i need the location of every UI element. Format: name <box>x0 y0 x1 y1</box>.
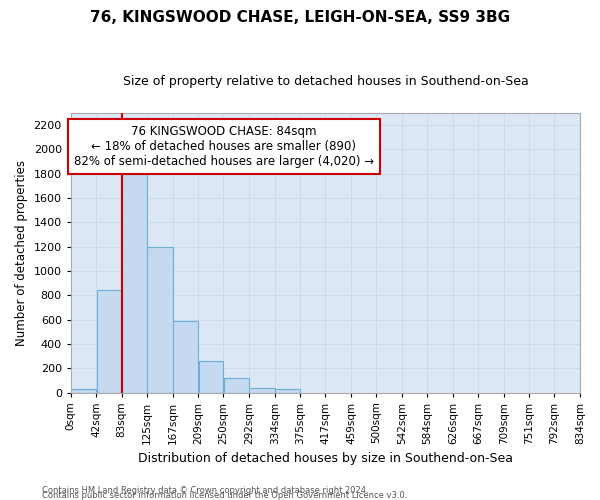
Text: Contains public sector information licensed under the Open Government Licence v3: Contains public sector information licen… <box>42 491 407 500</box>
Bar <box>122 174 147 392</box>
X-axis label: Distribution of detached houses by size in Southend-on-Sea: Distribution of detached houses by size … <box>138 452 513 465</box>
Text: Contains HM Land Registry data © Crown copyright and database right 2024.: Contains HM Land Registry data © Crown c… <box>42 486 368 495</box>
Bar <box>249 388 275 392</box>
Bar <box>224 378 249 392</box>
Y-axis label: Number of detached properties: Number of detached properties <box>15 160 28 346</box>
Text: 76 KINGSWOOD CHASE: 84sqm
← 18% of detached houses are smaller (890)
82% of semi: 76 KINGSWOOD CHASE: 84sqm ← 18% of detac… <box>74 125 374 168</box>
Title: Size of property relative to detached houses in Southend-on-Sea: Size of property relative to detached ho… <box>122 75 528 88</box>
Bar <box>275 390 299 392</box>
Bar <box>199 362 223 392</box>
Bar <box>97 290 121 392</box>
Bar <box>173 321 198 392</box>
Text: 76, KINGSWOOD CHASE, LEIGH-ON-SEA, SS9 3BG: 76, KINGSWOOD CHASE, LEIGH-ON-SEA, SS9 3… <box>90 10 510 25</box>
Bar <box>71 389 97 392</box>
Bar <box>147 246 173 392</box>
